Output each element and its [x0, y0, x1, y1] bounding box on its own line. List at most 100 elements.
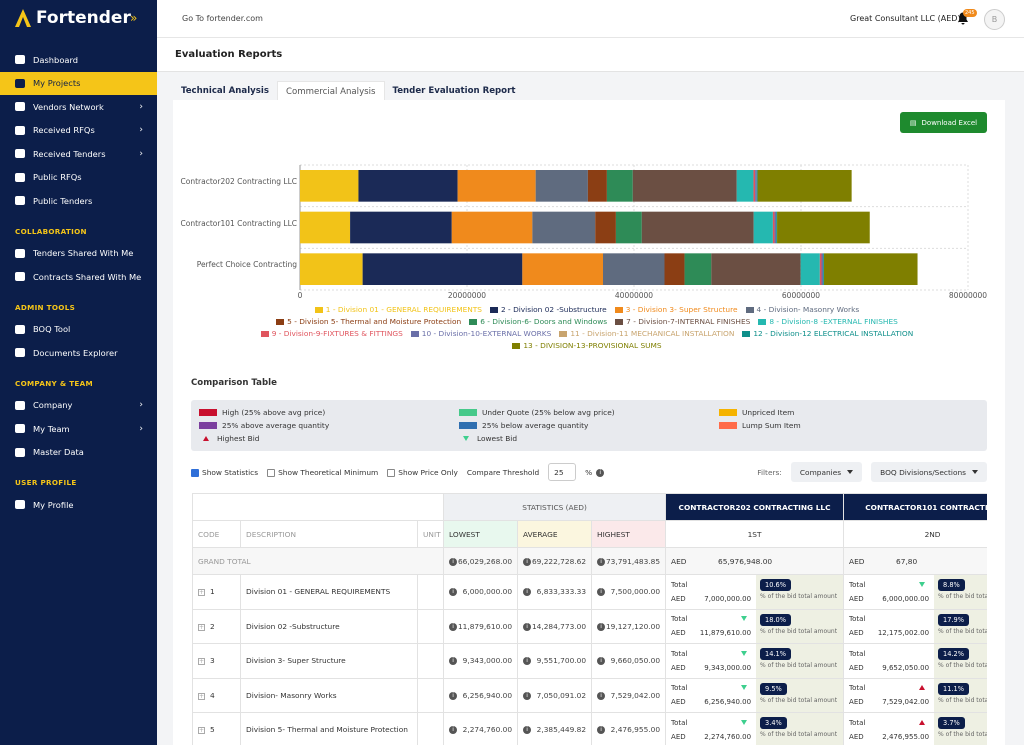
- nav-item[interactable]: Public RFQs: [0, 166, 157, 190]
- legend-entry: Unpriced Item: [719, 407, 979, 419]
- caret: [972, 470, 978, 474]
- bar-segment: [800, 253, 820, 285]
- division-row: +1 Division 01 - GENERAL REQUIREMENTS i 6,0…: [192, 574, 987, 610]
- nav-icon: [15, 447, 25, 457]
- checkbox-option[interactable]: Show Theoretical Minimum: [267, 468, 378, 477]
- legend-item[interactable]: 12 - Division-12 ELECTRICAL INSTALLATION: [742, 329, 913, 338]
- bar-segment: [821, 253, 824, 285]
- threshold-input[interactable]: 25: [548, 463, 577, 481]
- legend-item[interactable]: 9 - Division-9-FIXTURES & FITTINGS: [260, 329, 403, 338]
- description-cell: Division 01 - GENERAL REQUIREMENTS: [240, 574, 418, 610]
- legend-item[interactable]: 4 - Division- Masonry Works: [745, 305, 859, 314]
- legend-item[interactable]: 5 - Division 5- Thermal and Moisture Pro…: [276, 317, 461, 326]
- x-tick-label: 60000000: [781, 291, 821, 300]
- checkbox-label: Show Theoretical Minimum: [278, 467, 379, 477]
- marker-slot: [919, 615, 929, 623]
- filter-select[interactable]: Companies: [790, 462, 863, 482]
- filter-select[interactable]: BOQ Divisions/Sections: [871, 462, 987, 482]
- bar-segment: [736, 170, 754, 202]
- nav-item[interactable]: Received Tenders ›: [0, 142, 157, 166]
- stat-value: 9,343,000.00: [462, 656, 513, 666]
- legend-item[interactable]: 2 - Division 02 -Substructure: [490, 305, 607, 314]
- nav-item[interactable]: My Team ›: [0, 417, 157, 441]
- bid-line: AED 65,976,948.00: [671, 557, 838, 566]
- legend-item[interactable]: 11 - Division-11 MECHANICAL INSTALLATION: [559, 329, 734, 338]
- legend-item[interactable]: 3 - Division 3- Super Structure: [614, 305, 738, 314]
- legend-item[interactable]: 10 - Division-10-EXTERNAL WORKS: [410, 329, 551, 338]
- checkbox[interactable]: [267, 468, 276, 477]
- nav-label: Documents Explorer: [33, 347, 118, 358]
- legend-swatch: [719, 409, 737, 417]
- legend-entry: Lump Sum Item: [719, 420, 979, 432]
- info-icon: i: [523, 691, 532, 700]
- nav-item[interactable]: Dashboard: [0, 48, 157, 72]
- y-tick-label: Contractor202 Contracting LLC: [180, 176, 297, 186]
- checkbox[interactable]: [387, 468, 396, 477]
- nav-item[interactable]: Vendors Network ›: [0, 95, 157, 119]
- expand[interactable]: +: [198, 692, 205, 700]
- checkbox-option[interactable]: Show Statistics: [191, 468, 258, 477]
- account[interactable]: Great Consultant LLC (AED): [850, 14, 961, 23]
- bar-segment: [300, 170, 359, 202]
- tab[interactable]: Tender Evaluation Report: [392, 86, 516, 96]
- nav-icon: [15, 78, 25, 88]
- marker-slot: [919, 684, 929, 692]
- nav-item[interactable]: Received RFQs ›: [0, 119, 157, 143]
- bar-segment: [350, 211, 452, 244]
- legend-item[interactable]: 8 - Division-8 -EXTERNAL FINISHES: [758, 317, 898, 326]
- legend-item[interactable]: 13 - DIVISION-13-PROVISIONAL SUMS: [512, 341, 662, 350]
- nav-item[interactable]: Public Tenders: [0, 189, 157, 213]
- legend: 1 - Division 01 - GENERAL REQUIREMENTS 2 …: [227, 305, 947, 350]
- bid-total: 11,879,610.00: [699, 629, 752, 638]
- stat-cell: i 11,879,610.00: [443, 608, 519, 644]
- expand[interactable]: +: [198, 589, 205, 597]
- site-link[interactable]: Go To fortender.com: [182, 14, 263, 23]
- bid-line: Total: [849, 684, 929, 692]
- bar-segment: [451, 211, 533, 244]
- download-button[interactable]: ▤ Download Excel: [900, 112, 987, 133]
- info-icon: i: [449, 691, 458, 700]
- legend-item[interactable]: 7 - Division-7-INTERNAL FINISHES: [615, 317, 750, 326]
- legend-item[interactable]: 1 - Division 01 - GENERAL REQUIREMENTS: [314, 305, 482, 314]
- nav-icon: [15, 500, 25, 510]
- bid-wrap: Total AED 7,000,000.00 10.6% % of the bid to…: [667, 575, 843, 609]
- bid-cell: Total AED 7,529,042.00 11.1%% of the bid to…: [843, 677, 987, 713]
- lowest-marker: [463, 435, 469, 441]
- nav-item[interactable]: My Profile: [0, 493, 157, 517]
- legend-label: 6 - Division-6- Doors and Windows: [480, 317, 608, 326]
- nav-item[interactable]: My Projects: [0, 71, 157, 95]
- threshold-unit: %: [585, 467, 593, 477]
- nav-item[interactable]: BOQ Tool: [0, 318, 157, 342]
- info-icon: i: [597, 726, 606, 735]
- bar-segment: [300, 211, 351, 244]
- stat-value: 9,551,700.00: [536, 656, 587, 666]
- collapse-button[interactable]: »: [130, 11, 138, 25]
- legend-swatch: [614, 306, 623, 313]
- bar-segment: [824, 253, 918, 285]
- expand[interactable]: +: [198, 658, 205, 666]
- nav-item[interactable]: Master Data: [0, 441, 157, 465]
- bar-segment: [632, 170, 737, 202]
- stat-cell: i 66,029,268.00: [443, 547, 519, 575]
- share-note: % of the bid total amount: [760, 696, 838, 704]
- legend-item[interactable]: 6 - Division-6- Doors and Windows: [469, 317, 607, 326]
- grand-total-bid: AED 67,80: [843, 547, 987, 575]
- nav-item[interactable]: Tenders Shared With Me: [0, 242, 157, 266]
- info-icon: i: [449, 726, 458, 735]
- tab[interactable]: Technical Analysis: [181, 86, 269, 96]
- chevron: ›: [139, 101, 143, 112]
- expand[interactable]: +: [198, 623, 205, 631]
- column-header: HIGHEST: [591, 520, 667, 548]
- download-label: Download Excel: [921, 118, 978, 127]
- legend-label: 8 - Division-8 -EXTERNAL FINISHES: [769, 317, 898, 326]
- checkbox-option[interactable]: Show Price Only: [387, 468, 458, 477]
- expand[interactable]: +: [198, 727, 205, 735]
- nav-item[interactable]: Company ›: [0, 394, 157, 418]
- nav-item[interactable]: Documents Explorer: [0, 341, 157, 365]
- stat-cell: i 6,256,940.00: [443, 677, 519, 713]
- checkbox[interactable]: [191, 468, 199, 477]
- avatar[interactable]: B: [984, 9, 1005, 30]
- tab[interactable]: Commercial Analysis: [276, 81, 385, 101]
- nav-item[interactable]: Contracts Shared With Me: [0, 265, 157, 289]
- logo: [15, 9, 31, 27]
